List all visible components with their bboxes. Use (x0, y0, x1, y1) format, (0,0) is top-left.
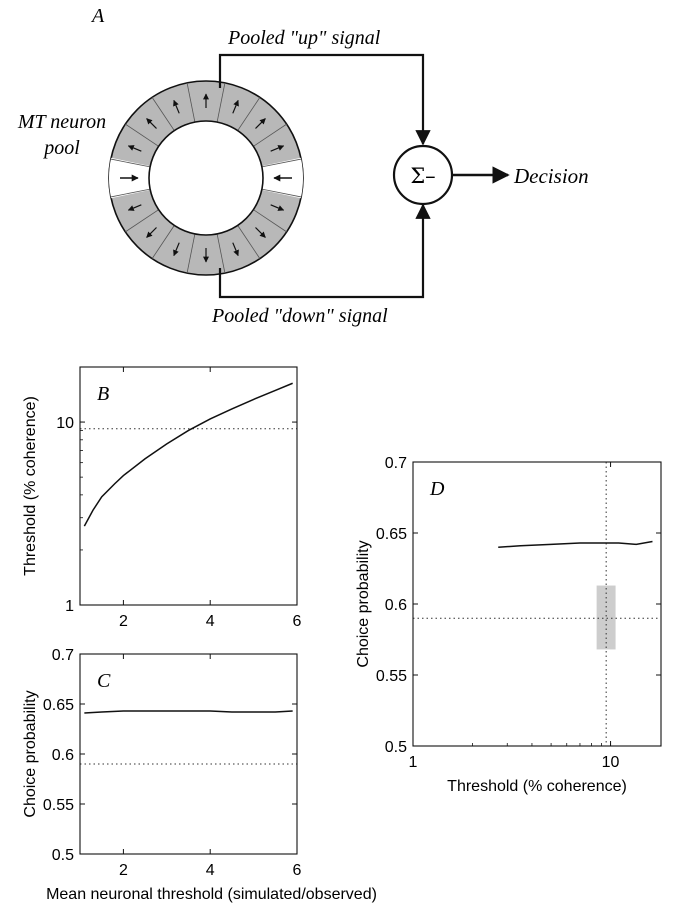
x-tick-label: 2 (119, 862, 128, 879)
series-line (84, 710, 293, 714)
plot-frame (412, 461, 662, 747)
preferred-direction-arrow (146, 227, 157, 238)
panel-a-letter: A (90, 5, 105, 27)
y-tick-label: 0.65 (376, 526, 407, 543)
panel-a-diagram: A MT neuron pool Σ– Decision Pooled "up"… (17, 5, 589, 327)
chart-b: 2 4 6 1 10 B Threshold (% coherence) (22, 366, 302, 630)
confidence-shaded-region (596, 585, 616, 650)
y-tick-label: 0.6 (52, 747, 74, 764)
pool-segment-divider (216, 82, 226, 123)
y-tick-label: 0.55 (43, 797, 74, 814)
x-tick-label: 1 (409, 754, 418, 771)
sum-symbol: Σ– (410, 164, 435, 188)
x-tick-label: 10 (602, 754, 620, 771)
x-tick-label: 4 (206, 613, 215, 630)
panel-letter: D (429, 478, 445, 500)
pool-label-line1: MT neuron (17, 111, 106, 133)
up-signal-label: Pooled "up" signal (227, 27, 381, 49)
x-axis-label: Threshold (% coherence) (447, 778, 627, 795)
preferred-direction-arrow (127, 204, 142, 211)
chart-c: 2 4 6 0.5 0.55 0.6 0.65 0.7 C Choice probability M… (22, 647, 377, 903)
preferred-direction-arrow (146, 118, 157, 129)
y-tick-label: 0.5 (385, 739, 407, 756)
preferred-direction-arrow (270, 145, 285, 152)
pool-segment-divider (216, 233, 226, 274)
y-tick-label: 0.65 (43, 697, 74, 714)
down-signal-label: Pooled "down" signal (211, 305, 388, 327)
pool-label-line2: pool (42, 137, 80, 159)
pool-segment-divider (237, 225, 261, 259)
x-tick-label: 6 (293, 613, 302, 630)
pool-segment-divider (125, 209, 159, 233)
preferred-direction-arrow (173, 99, 180, 114)
y-tick-label: 10 (56, 415, 74, 432)
plot-frame (79, 366, 298, 606)
x-tick-label: 2 (119, 613, 128, 630)
down-signal-wire (218, 203, 431, 299)
preferred-direction-arrow (270, 204, 285, 211)
preferred-direction-arrow (127, 145, 142, 152)
pool-segment-divider (151, 97, 175, 131)
y-tick-label: 0.7 (52, 647, 74, 664)
series-line (83, 382, 293, 527)
mt-neuron-pool-ring (108, 80, 304, 276)
preferred-direction-arrow (173, 242, 180, 257)
x-tick-label: 6 (293, 862, 302, 879)
pool-ring-inner (148, 120, 264, 236)
panel-letter: C (97, 670, 111, 692)
pool-segment-divider (253, 209, 287, 233)
pool-segment-divider (110, 188, 151, 198)
y-tick-label: 1 (65, 598, 74, 615)
up-signal-wire (218, 53, 431, 146)
y-axis-label: Choice probability (22, 690, 39, 817)
pool-segment-divider (253, 123, 287, 147)
y-tick-label: 0.55 (376, 668, 407, 685)
y-axis-label: Choice probability (355, 540, 372, 667)
pool-segment-divider (186, 233, 196, 274)
preferred-direction-arrow (255, 227, 266, 238)
y-axis-label: Threshold (% coherence) (22, 396, 39, 576)
x-tick-label: 4 (206, 862, 215, 879)
series-line (498, 540, 653, 548)
pool-segment-divider (261, 188, 302, 198)
preferred-direction-arrow (232, 242, 239, 257)
panel-letter: B (97, 383, 109, 405)
pool-segment-divider (261, 158, 302, 168)
pool-segment-divider (237, 97, 261, 131)
chart-d: 1 10 0.5 0.55 0.6 0.65 0.7 D Choice probability T… (355, 455, 662, 795)
plot-frame (79, 653, 298, 855)
y-tick-label: 0.5 (52, 847, 74, 864)
y-tick-label: 0.7 (385, 455, 407, 472)
pool-segment-divider (125, 123, 159, 147)
preferred-direction-arrow (232, 99, 239, 114)
y-tick-label: 0.6 (385, 597, 407, 614)
pool-segment-divider (151, 225, 175, 259)
pool-segment-divider (186, 82, 196, 123)
preferred-direction-arrow (255, 118, 266, 129)
pool-segment-divider (110, 158, 151, 168)
x-axis-label: Mean neuronal threshold (simulated/obser… (46, 886, 377, 903)
decision-label: Decision (513, 164, 589, 188)
